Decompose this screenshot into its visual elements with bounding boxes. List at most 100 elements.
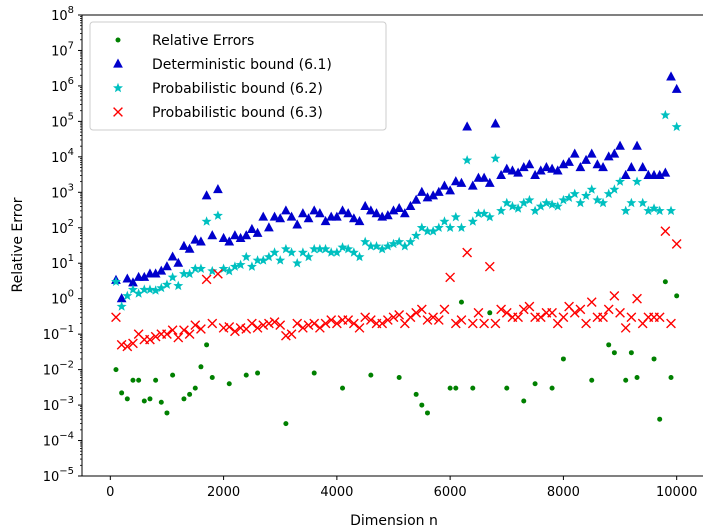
y-tick-label-exponent: 1 — [68, 253, 74, 264]
data-point — [637, 197, 648, 208]
data-point — [524, 301, 535, 312]
data-point — [552, 201, 563, 211]
data-point — [634, 374, 640, 380]
data-point — [609, 148, 620, 158]
y-axis-title: Relative Error — [10, 197, 26, 292]
data-point — [547, 199, 558, 209]
y-tick-label-base: 10 — [43, 399, 60, 414]
data-point — [340, 385, 346, 391]
y-tick-label: 10−1 — [43, 324, 74, 343]
data-point — [297, 247, 308, 257]
data-point — [660, 167, 671, 177]
y-tick-label: 10−5 — [43, 466, 74, 485]
y-tick-label: 10−2 — [43, 360, 74, 379]
data-point — [405, 200, 416, 210]
data-point — [150, 285, 161, 295]
data-point — [201, 190, 212, 200]
data-point — [144, 284, 155, 294]
data-point — [535, 312, 546, 323]
data-point — [309, 243, 320, 254]
data-point — [258, 255, 269, 265]
y-tick-label-exponent: −4 — [59, 431, 74, 442]
data-point — [666, 71, 676, 81]
data-point — [603, 304, 614, 315]
data-point — [467, 216, 478, 226]
data-point — [280, 330, 291, 341]
data-point — [255, 370, 261, 376]
y-tick-label: 108 — [51, 5, 74, 24]
data-point — [649, 203, 660, 213]
data-point — [620, 169, 631, 179]
y-tick-label-exponent: 4 — [68, 147, 74, 158]
y-tick-label-base: 10 — [51, 222, 68, 237]
series-4 — [111, 226, 682, 352]
data-point — [173, 280, 184, 291]
data-point — [484, 211, 495, 222]
data-point — [331, 247, 342, 257]
data-point — [122, 290, 133, 301]
data-point — [343, 315, 354, 325]
x-tick-label: 8000 — [547, 485, 580, 500]
data-point — [127, 284, 138, 294]
data-point — [263, 251, 274, 262]
data-point — [311, 370, 317, 376]
data-point — [445, 272, 456, 283]
data-point — [130, 377, 136, 383]
data-point — [388, 238, 399, 249]
data-point — [615, 307, 625, 318]
y-tick-label: 105 — [51, 111, 74, 130]
data-point — [581, 318, 591, 329]
data-point — [609, 290, 620, 301]
data-point — [179, 325, 189, 336]
data-point — [331, 211, 342, 221]
data-point — [603, 188, 614, 199]
data-point — [547, 163, 557, 173]
data-point — [275, 213, 286, 223]
data-point — [662, 279, 668, 285]
data-point — [150, 331, 161, 342]
legend-marker — [113, 107, 123, 117]
data-point — [326, 315, 337, 325]
data-point — [365, 241, 376, 251]
data-point — [224, 322, 235, 332]
data-point — [147, 396, 153, 402]
data-point — [462, 247, 473, 258]
data-point — [258, 211, 269, 221]
data-point — [280, 243, 291, 254]
data-point — [490, 153, 501, 163]
data-point — [654, 169, 665, 179]
series-3 — [110, 109, 682, 311]
data-point — [513, 312, 523, 323]
data-point — [156, 265, 167, 275]
data-point — [184, 243, 195, 253]
data-point — [190, 320, 201, 330]
data-point — [269, 317, 280, 327]
data-point — [124, 396, 130, 402]
y-tick-label: 101 — [51, 253, 74, 272]
data-point — [377, 243, 388, 254]
data-point — [173, 332, 184, 343]
data-point — [501, 197, 512, 208]
data-point — [473, 307, 484, 318]
data-point — [286, 211, 297, 221]
data-point — [411, 307, 422, 318]
data-point — [479, 172, 489, 182]
data-point — [439, 216, 450, 226]
y-tick-label-base: 10 — [43, 470, 60, 485]
data-point — [496, 205, 507, 216]
legend-label: Probabilistic bound (6.3) — [152, 105, 323, 121]
data-point — [428, 312, 439, 323]
data-point — [136, 377, 142, 383]
data-point — [337, 205, 348, 215]
data-point — [660, 109, 671, 120]
data-point — [196, 236, 206, 246]
data-point — [462, 121, 473, 131]
data-point — [224, 236, 235, 246]
data-point — [365, 205, 376, 215]
data-point — [297, 323, 308, 333]
data-point — [419, 402, 425, 408]
data-point — [501, 163, 512, 173]
data-point — [153, 377, 159, 383]
data-point — [195, 263, 206, 273]
y-tick-label: 103 — [51, 182, 74, 201]
